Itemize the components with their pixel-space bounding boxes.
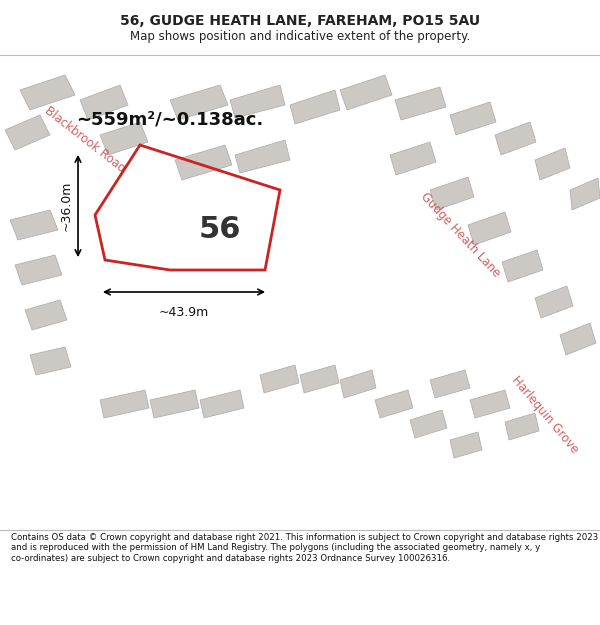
Polygon shape xyxy=(570,178,600,210)
Polygon shape xyxy=(470,390,510,418)
Polygon shape xyxy=(430,370,470,398)
Text: Map shows position and indicative extent of the property.: Map shows position and indicative extent… xyxy=(130,30,470,43)
Polygon shape xyxy=(30,347,71,375)
Text: Harlequin Grove: Harlequin Grove xyxy=(509,374,581,456)
Polygon shape xyxy=(390,142,436,175)
Polygon shape xyxy=(80,85,128,120)
Text: ~43.9m: ~43.9m xyxy=(159,306,209,319)
Polygon shape xyxy=(25,300,67,330)
Polygon shape xyxy=(10,210,58,240)
Polygon shape xyxy=(340,370,376,398)
Text: Blackbrook Road: Blackbrook Road xyxy=(42,104,128,176)
Text: ~36.0m: ~36.0m xyxy=(60,181,73,231)
Polygon shape xyxy=(450,432,482,458)
Polygon shape xyxy=(535,148,570,180)
Polygon shape xyxy=(260,365,299,393)
Polygon shape xyxy=(375,390,413,418)
Polygon shape xyxy=(495,122,536,155)
Polygon shape xyxy=(535,286,573,318)
Polygon shape xyxy=(300,365,339,393)
Polygon shape xyxy=(5,115,50,150)
Text: 56: 56 xyxy=(199,216,241,244)
Polygon shape xyxy=(100,122,148,155)
Text: 56, GUDGE HEATH LANE, FAREHAM, PO15 5AU: 56, GUDGE HEATH LANE, FAREHAM, PO15 5AU xyxy=(120,14,480,28)
Polygon shape xyxy=(502,250,543,282)
Polygon shape xyxy=(230,85,285,118)
Polygon shape xyxy=(505,413,539,440)
Text: Gudge Heath Lane: Gudge Heath Lane xyxy=(418,190,502,280)
Text: ~559m²/~0.138ac.: ~559m²/~0.138ac. xyxy=(76,111,263,129)
Polygon shape xyxy=(150,390,199,418)
Polygon shape xyxy=(410,410,447,438)
Polygon shape xyxy=(468,212,511,245)
Polygon shape xyxy=(20,75,75,110)
Polygon shape xyxy=(200,390,244,418)
Polygon shape xyxy=(450,102,496,135)
Polygon shape xyxy=(290,90,340,124)
Polygon shape xyxy=(100,390,149,418)
Polygon shape xyxy=(175,145,232,180)
Polygon shape xyxy=(170,85,228,120)
Polygon shape xyxy=(15,255,62,285)
Text: Contains OS data © Crown copyright and database right 2021. This information is : Contains OS data © Crown copyright and d… xyxy=(11,533,598,562)
Polygon shape xyxy=(395,87,446,120)
Polygon shape xyxy=(430,177,474,210)
Polygon shape xyxy=(235,140,290,173)
Polygon shape xyxy=(560,323,596,355)
Polygon shape xyxy=(340,75,392,110)
